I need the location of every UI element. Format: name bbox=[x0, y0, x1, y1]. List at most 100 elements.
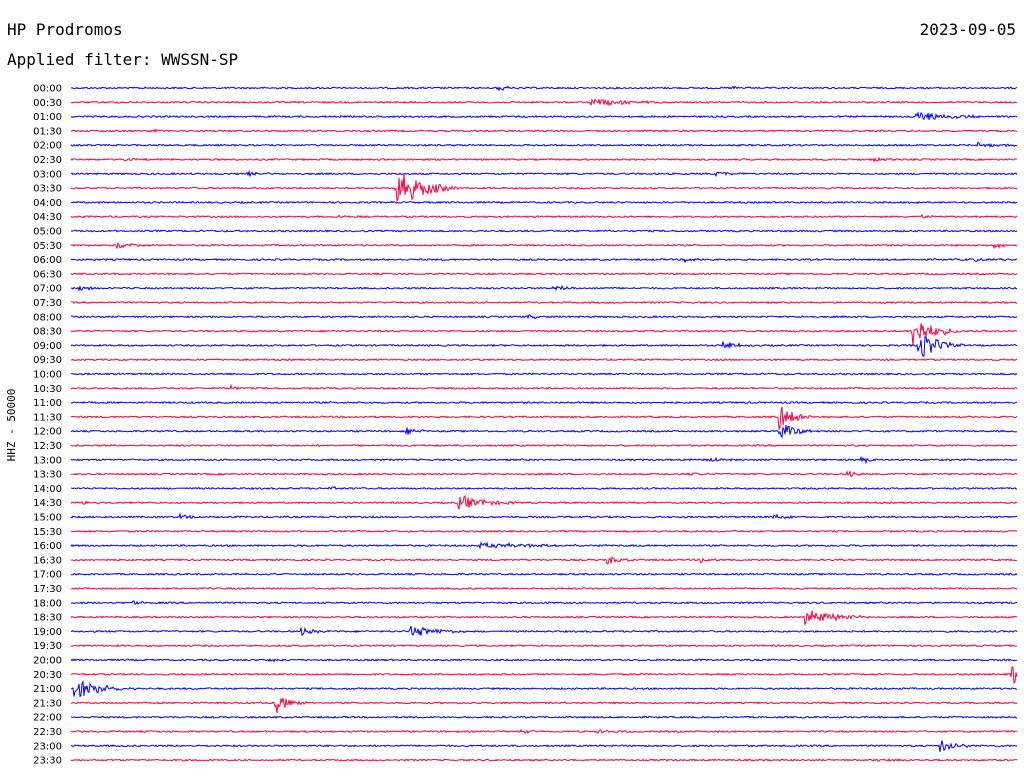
time-label: 09:30 bbox=[33, 355, 62, 366]
time-label: 19:00 bbox=[33, 627, 62, 638]
time-label: 03:30 bbox=[33, 184, 62, 195]
station-name: HP Prodromos bbox=[7, 20, 123, 39]
time-label: 15:00 bbox=[33, 513, 62, 524]
trace-line-0130 bbox=[70, 128, 1018, 133]
trace-line-0230 bbox=[70, 156, 1018, 163]
time-label: 04:00 bbox=[33, 198, 62, 209]
trace-line-2030 bbox=[70, 666, 1018, 685]
time-label: 06:30 bbox=[33, 269, 62, 280]
time-label: 11:30 bbox=[33, 412, 62, 423]
time-label: 01:00 bbox=[33, 112, 62, 123]
time-label: 13:00 bbox=[33, 455, 62, 466]
time-label: 22:30 bbox=[33, 727, 62, 738]
time-label: 22:00 bbox=[33, 713, 62, 724]
time-label: 09:00 bbox=[33, 341, 62, 352]
time-label: 23:00 bbox=[33, 741, 62, 752]
time-label: 14:30 bbox=[33, 498, 62, 509]
time-label: 08:30 bbox=[33, 327, 62, 338]
time-label: 18:30 bbox=[33, 613, 62, 624]
time-label: 05:30 bbox=[33, 241, 62, 252]
time-label: 11:00 bbox=[33, 398, 62, 409]
trace-line-0000 bbox=[70, 85, 1018, 92]
time-label: 00:00 bbox=[33, 84, 62, 95]
time-label: 07:30 bbox=[33, 298, 62, 309]
time-label: 15:30 bbox=[33, 527, 62, 538]
trace-line-0200 bbox=[70, 141, 1017, 148]
trace-line-0600 bbox=[70, 257, 1018, 264]
trace-line-2200 bbox=[70, 715, 1017, 719]
trace-line-1600 bbox=[70, 541, 1018, 550]
time-label: 10:30 bbox=[33, 384, 62, 395]
trace-line-0530 bbox=[70, 241, 1018, 250]
time-label: 20:30 bbox=[33, 670, 62, 681]
time-label: 16:00 bbox=[33, 541, 62, 552]
time-label: 00:30 bbox=[33, 98, 62, 109]
trace-line-0330 bbox=[70, 173, 1018, 203]
trace-line-1500 bbox=[70, 512, 1018, 520]
trace-line-1630 bbox=[70, 556, 1018, 565]
trace-line-1400 bbox=[71, 485, 1018, 491]
trace-line-2230 bbox=[70, 728, 1018, 735]
trace-line-1800 bbox=[70, 600, 1018, 605]
time-label: 16:30 bbox=[33, 555, 62, 566]
time-label: 19:30 bbox=[33, 641, 62, 652]
time-label: 17:00 bbox=[33, 570, 62, 581]
time-label: 10:00 bbox=[33, 370, 62, 381]
time-label: 03:00 bbox=[33, 169, 62, 180]
trace-line-1030 bbox=[70, 383, 1018, 391]
time-label: 20:00 bbox=[33, 656, 62, 667]
trace-line-0400 bbox=[70, 200, 1018, 205]
record-date: 2023-09-05 bbox=[919, 20, 1016, 39]
trace-line-1730 bbox=[70, 586, 1018, 591]
trace-line-2100 bbox=[70, 680, 1018, 698]
time-label: 23:30 bbox=[33, 756, 62, 767]
trace-line-1200 bbox=[70, 424, 1018, 439]
trace-line-1330 bbox=[70, 469, 1018, 478]
trace-line-0730 bbox=[70, 300, 1017, 305]
trace-line-1000 bbox=[70, 372, 1018, 376]
trace-line-0100 bbox=[70, 111, 1018, 121]
trace-line-1130 bbox=[70, 406, 1018, 431]
trace-line-1530 bbox=[70, 529, 1018, 534]
trace-line-0500 bbox=[70, 229, 1018, 233]
trace-line-0300 bbox=[70, 169, 1018, 178]
trace-line-1700 bbox=[70, 572, 1018, 576]
time-label: 04:30 bbox=[33, 212, 62, 223]
trace-line-0930 bbox=[70, 357, 1018, 362]
trace-line-1300 bbox=[70, 455, 1018, 465]
time-label: 21:00 bbox=[33, 684, 62, 695]
trace-line-1830 bbox=[70, 610, 1017, 627]
trace-line-0800 bbox=[70, 314, 1018, 320]
time-label: 02:00 bbox=[33, 141, 62, 152]
trace-line-2000 bbox=[70, 658, 1018, 663]
trace-line-2130 bbox=[70, 697, 1018, 714]
time-label: 01:30 bbox=[33, 126, 62, 137]
trace-line-1430 bbox=[70, 494, 1018, 510]
time-label: 05:00 bbox=[33, 227, 62, 238]
time-label: 17:30 bbox=[33, 584, 62, 595]
time-label: 18:00 bbox=[33, 598, 62, 609]
time-label: 12:00 bbox=[33, 427, 62, 438]
time-label: 07:00 bbox=[33, 284, 62, 295]
trace-line-2330 bbox=[70, 757, 1018, 762]
trace-line-0030 bbox=[70, 98, 1018, 107]
trace-line-1100 bbox=[70, 400, 1018, 405]
time-label-group: 00:00 00:30 01:00 01:30 02:00 02:30 03:00 03:30… bbox=[33, 84, 62, 767]
trace-line-0700 bbox=[71, 284, 1018, 292]
time-label: 12:30 bbox=[33, 441, 62, 452]
trace-line-0830 bbox=[70, 323, 1018, 346]
time-label: 02:30 bbox=[33, 155, 62, 166]
time-label: 21:30 bbox=[33, 698, 62, 709]
trace-line-1900 bbox=[70, 625, 1018, 637]
trace-line-1930 bbox=[70, 643, 1018, 648]
applied-filter-label: Applied filter: WWSSN-SP bbox=[7, 50, 239, 69]
trace-line-2300 bbox=[70, 740, 1018, 752]
trace-line-0900 bbox=[70, 336, 1018, 357]
time-label: 06:00 bbox=[33, 255, 62, 266]
trace-group bbox=[70, 85, 1018, 762]
trace-line-1230 bbox=[70, 443, 1018, 448]
trace-line-0630 bbox=[70, 272, 1018, 276]
time-label: 13:30 bbox=[33, 470, 62, 481]
y-axis-label: HHZ - 50000 bbox=[5, 389, 18, 462]
